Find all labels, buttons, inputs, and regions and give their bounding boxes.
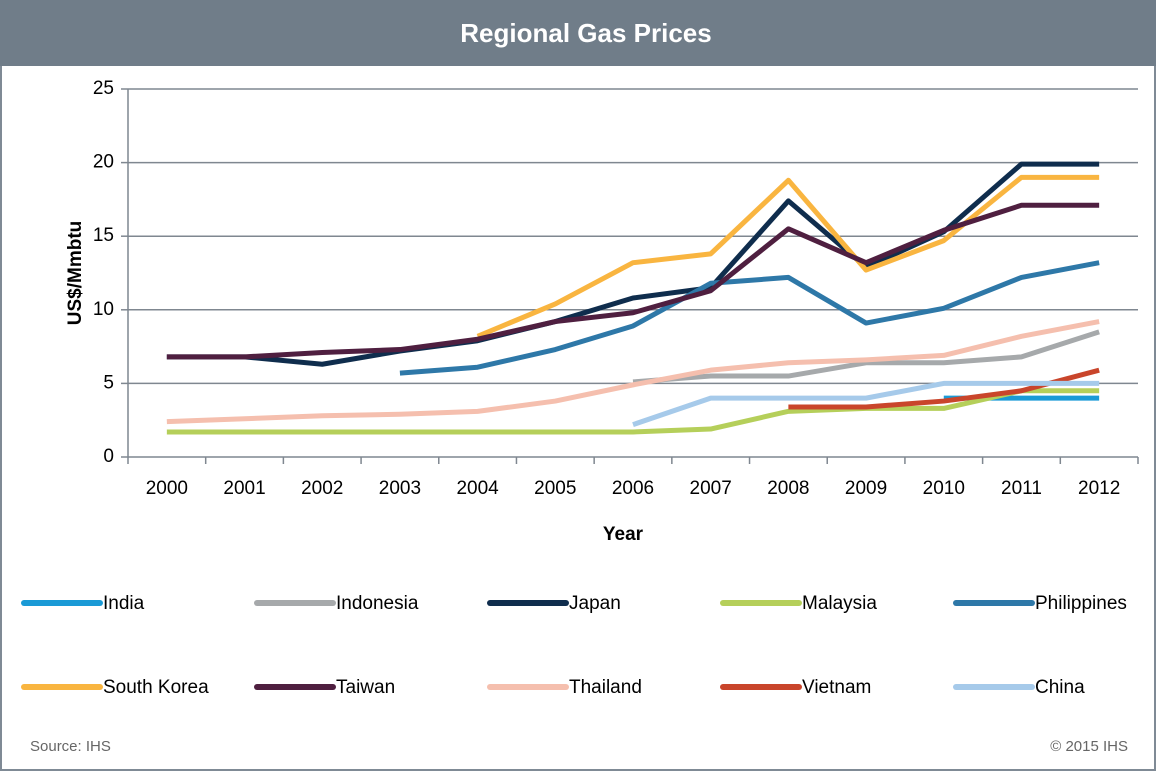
legend-label: India bbox=[103, 593, 145, 614]
y-tick-label: 0 bbox=[103, 446, 114, 467]
x-tick-label: 2004 bbox=[456, 478, 499, 499]
legend-label: China bbox=[1035, 677, 1085, 698]
y-axis-label: US$/Mmbtu bbox=[65, 221, 86, 326]
legend-label: South Korea bbox=[103, 677, 209, 698]
legend-label: Japan bbox=[569, 593, 621, 614]
series-line bbox=[166, 319, 1100, 425]
y-tick-label: 15 bbox=[93, 225, 114, 246]
chart-title: Regional Gas Prices bbox=[460, 18, 711, 48]
x-tick-label: 2005 bbox=[534, 478, 576, 499]
x-tick-label: 2009 bbox=[845, 478, 887, 499]
series-line bbox=[166, 388, 1100, 435]
legend-label: Taiwan bbox=[336, 677, 395, 698]
y-tick-label: 10 bbox=[93, 299, 114, 320]
legend-label: Thailand bbox=[569, 677, 642, 698]
y-tick-label: 20 bbox=[93, 152, 114, 173]
title-bar bbox=[0, 0, 1156, 66]
copyright: © 2015 IHS bbox=[1050, 738, 1128, 755]
x-tick-label: 2002 bbox=[301, 478, 343, 499]
x-tick-label: 2001 bbox=[223, 478, 265, 499]
x-tick-label: 2011 bbox=[1001, 478, 1042, 499]
source: Source: IHS bbox=[30, 738, 111, 755]
x-axis-label: Year bbox=[603, 524, 644, 545]
x-tick-label: 2010 bbox=[923, 478, 965, 499]
series-line bbox=[476, 174, 1100, 339]
x-tick-label: 2003 bbox=[379, 478, 421, 499]
series-line bbox=[399, 260, 1100, 376]
x-tick-label: 2012 bbox=[1078, 478, 1120, 499]
y-tick-label: 5 bbox=[103, 372, 114, 393]
legend-label: Vietnam bbox=[802, 677, 871, 698]
y-tick-label: 25 bbox=[93, 78, 114, 99]
x-tick-label: 2000 bbox=[146, 478, 188, 499]
x-tick-label: 2006 bbox=[612, 478, 654, 499]
series-line bbox=[632, 380, 1100, 427]
legend-label: Indonesia bbox=[336, 593, 419, 614]
legend-label: Malaysia bbox=[802, 593, 877, 614]
series-line bbox=[166, 202, 1100, 360]
x-tick-label: 2008 bbox=[767, 478, 809, 499]
series-line bbox=[632, 329, 1100, 385]
legend-label: Philippines bbox=[1035, 593, 1127, 614]
x-tick-label: 2007 bbox=[690, 478, 732, 499]
